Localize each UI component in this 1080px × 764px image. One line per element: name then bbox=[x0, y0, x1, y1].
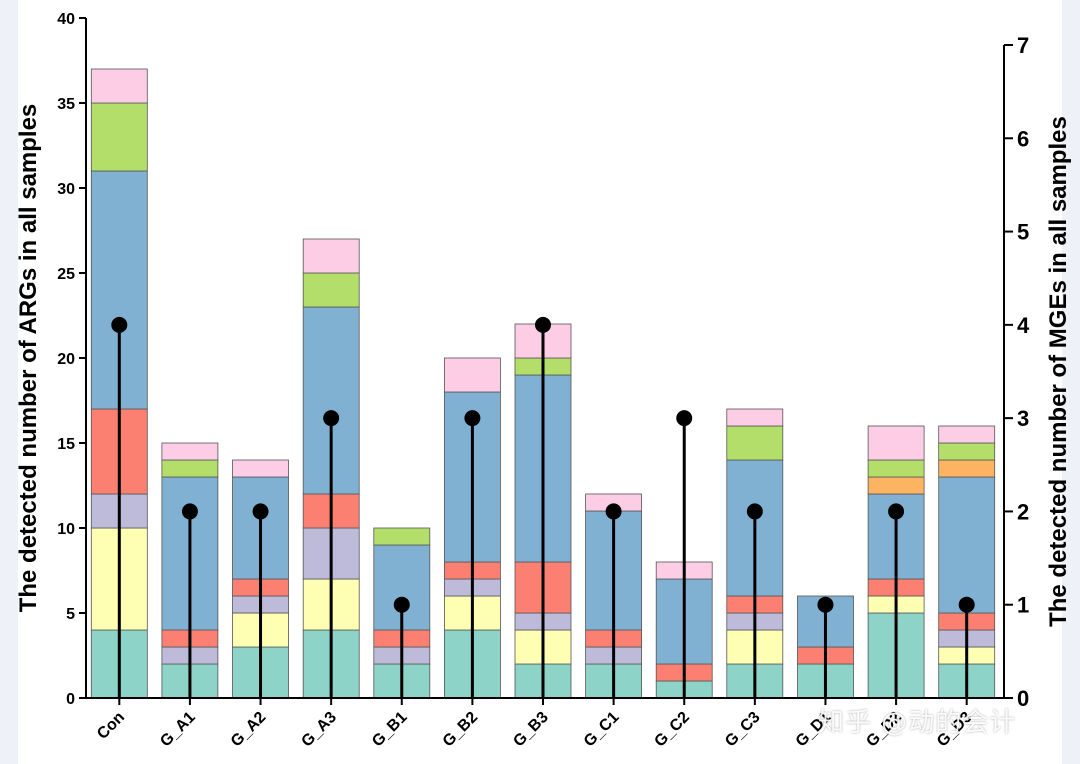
bar-segment-G_D2-s6 bbox=[867, 476, 925, 495]
mge-point-Con bbox=[111, 316, 128, 333]
x-tick-label-G_B2: G_B2 bbox=[440, 709, 482, 751]
left-y-tick-label-40: 40 bbox=[57, 11, 75, 28]
bar-segment-G_A1-s8 bbox=[161, 442, 219, 461]
x-tick-label-G_A2: G_A2 bbox=[228, 709, 270, 751]
bar-segment-G_D3-s5 bbox=[938, 476, 996, 614]
mge-point-G_D2 bbox=[888, 503, 905, 520]
x-tick-label-G_A1: G_A1 bbox=[157, 709, 199, 751]
bar-segment-G_B1-s7 bbox=[373, 527, 431, 546]
right-y-tick-label-6: 6 bbox=[1017, 126, 1029, 151]
left-y-tick-label-20: 20 bbox=[57, 351, 75, 368]
left-margin-strip bbox=[0, 0, 18, 764]
left-y-tick-label-5: 5 bbox=[66, 606, 75, 623]
x-tick-label-G_C2: G_C2 bbox=[651, 709, 693, 751]
mge-point-G_C1 bbox=[605, 503, 622, 520]
right-y-tick-label-4: 4 bbox=[1017, 313, 1030, 338]
bar-segment-G_C3-s7 bbox=[726, 425, 784, 461]
left-y-tick-label-0: 0 bbox=[66, 691, 75, 708]
left-y-tick-label-10: 10 bbox=[57, 521, 75, 538]
mge-point-G_C3 bbox=[746, 503, 763, 520]
right-y-tick-label-3: 3 bbox=[1017, 406, 1029, 431]
left-y-axis-title: The detected number of ARGs in all sampl… bbox=[15, 104, 42, 613]
right-y-tick-label-5: 5 bbox=[1017, 220, 1029, 245]
right-y-axis-title: The detected number of MGEs in all sampl… bbox=[1045, 116, 1072, 627]
bar-segment-G_A1-s7 bbox=[161, 459, 219, 478]
bar-segment-G_D2-s8 bbox=[867, 425, 925, 461]
right-y-tick-label-0: 0 bbox=[1017, 686, 1029, 711]
right-y-tick-label-7: 7 bbox=[1017, 33, 1029, 58]
mge-point-G_B3 bbox=[535, 316, 551, 333]
right-y-tick-label-2: 2 bbox=[1017, 499, 1029, 524]
bar-segment-G_B2-s8 bbox=[443, 357, 501, 393]
bar-segment-G_A2-s8 bbox=[232, 459, 289, 478]
left-y-tick-label-25: 25 bbox=[57, 266, 75, 283]
bar-segment-G_D2-s7 bbox=[867, 459, 925, 478]
mge-point-G_A3 bbox=[323, 410, 340, 427]
bar-segment-G_D3-s8 bbox=[938, 425, 996, 444]
mge-point-G_B1 bbox=[393, 596, 410, 613]
left-y-tick-label-15: 15 bbox=[57, 436, 75, 453]
mge-point-G_D1 bbox=[817, 596, 834, 613]
left-y-tick-label-35: 35 bbox=[57, 96, 75, 113]
x-tick-label-G_B3: G_B3 bbox=[510, 709, 552, 751]
x-tick-label-G_B1: G_B1 bbox=[369, 709, 411, 751]
watermark-text: 知乎 @动的会计 bbox=[818, 708, 1017, 738]
mge-point-G_A1 bbox=[181, 503, 198, 520]
x-tick-label-G_A3: G_A3 bbox=[298, 709, 340, 751]
left-y-tick-label-30: 30 bbox=[57, 181, 75, 198]
x-tick-label-G_C1: G_C1 bbox=[581, 709, 623, 751]
right-margin-strip bbox=[1062, 0, 1080, 764]
x-tick-label-G_C3: G_C3 bbox=[722, 709, 764, 751]
mge-point-G_C2 bbox=[676, 410, 693, 427]
x-tick-label-Con: Con bbox=[94, 709, 128, 743]
right-y-tick-label-1: 1 bbox=[1017, 593, 1029, 618]
bar-segment-Con-s8 bbox=[90, 68, 148, 104]
mge-point-G_B2 bbox=[464, 410, 481, 427]
mge-point-G_A2 bbox=[252, 503, 269, 520]
bar-segment-G_D3-s6 bbox=[938, 459, 996, 478]
bar-segment-G_C3-s8 bbox=[726, 408, 784, 427]
bar-segment-G_D3-s7 bbox=[938, 442, 996, 461]
bar-segment-G_A3-s7 bbox=[302, 272, 360, 308]
mge-point-G_D3 bbox=[958, 596, 975, 613]
bar-segment-G_A3-s8 bbox=[302, 238, 360, 274]
bar-segment-Con-s7 bbox=[90, 102, 148, 172]
